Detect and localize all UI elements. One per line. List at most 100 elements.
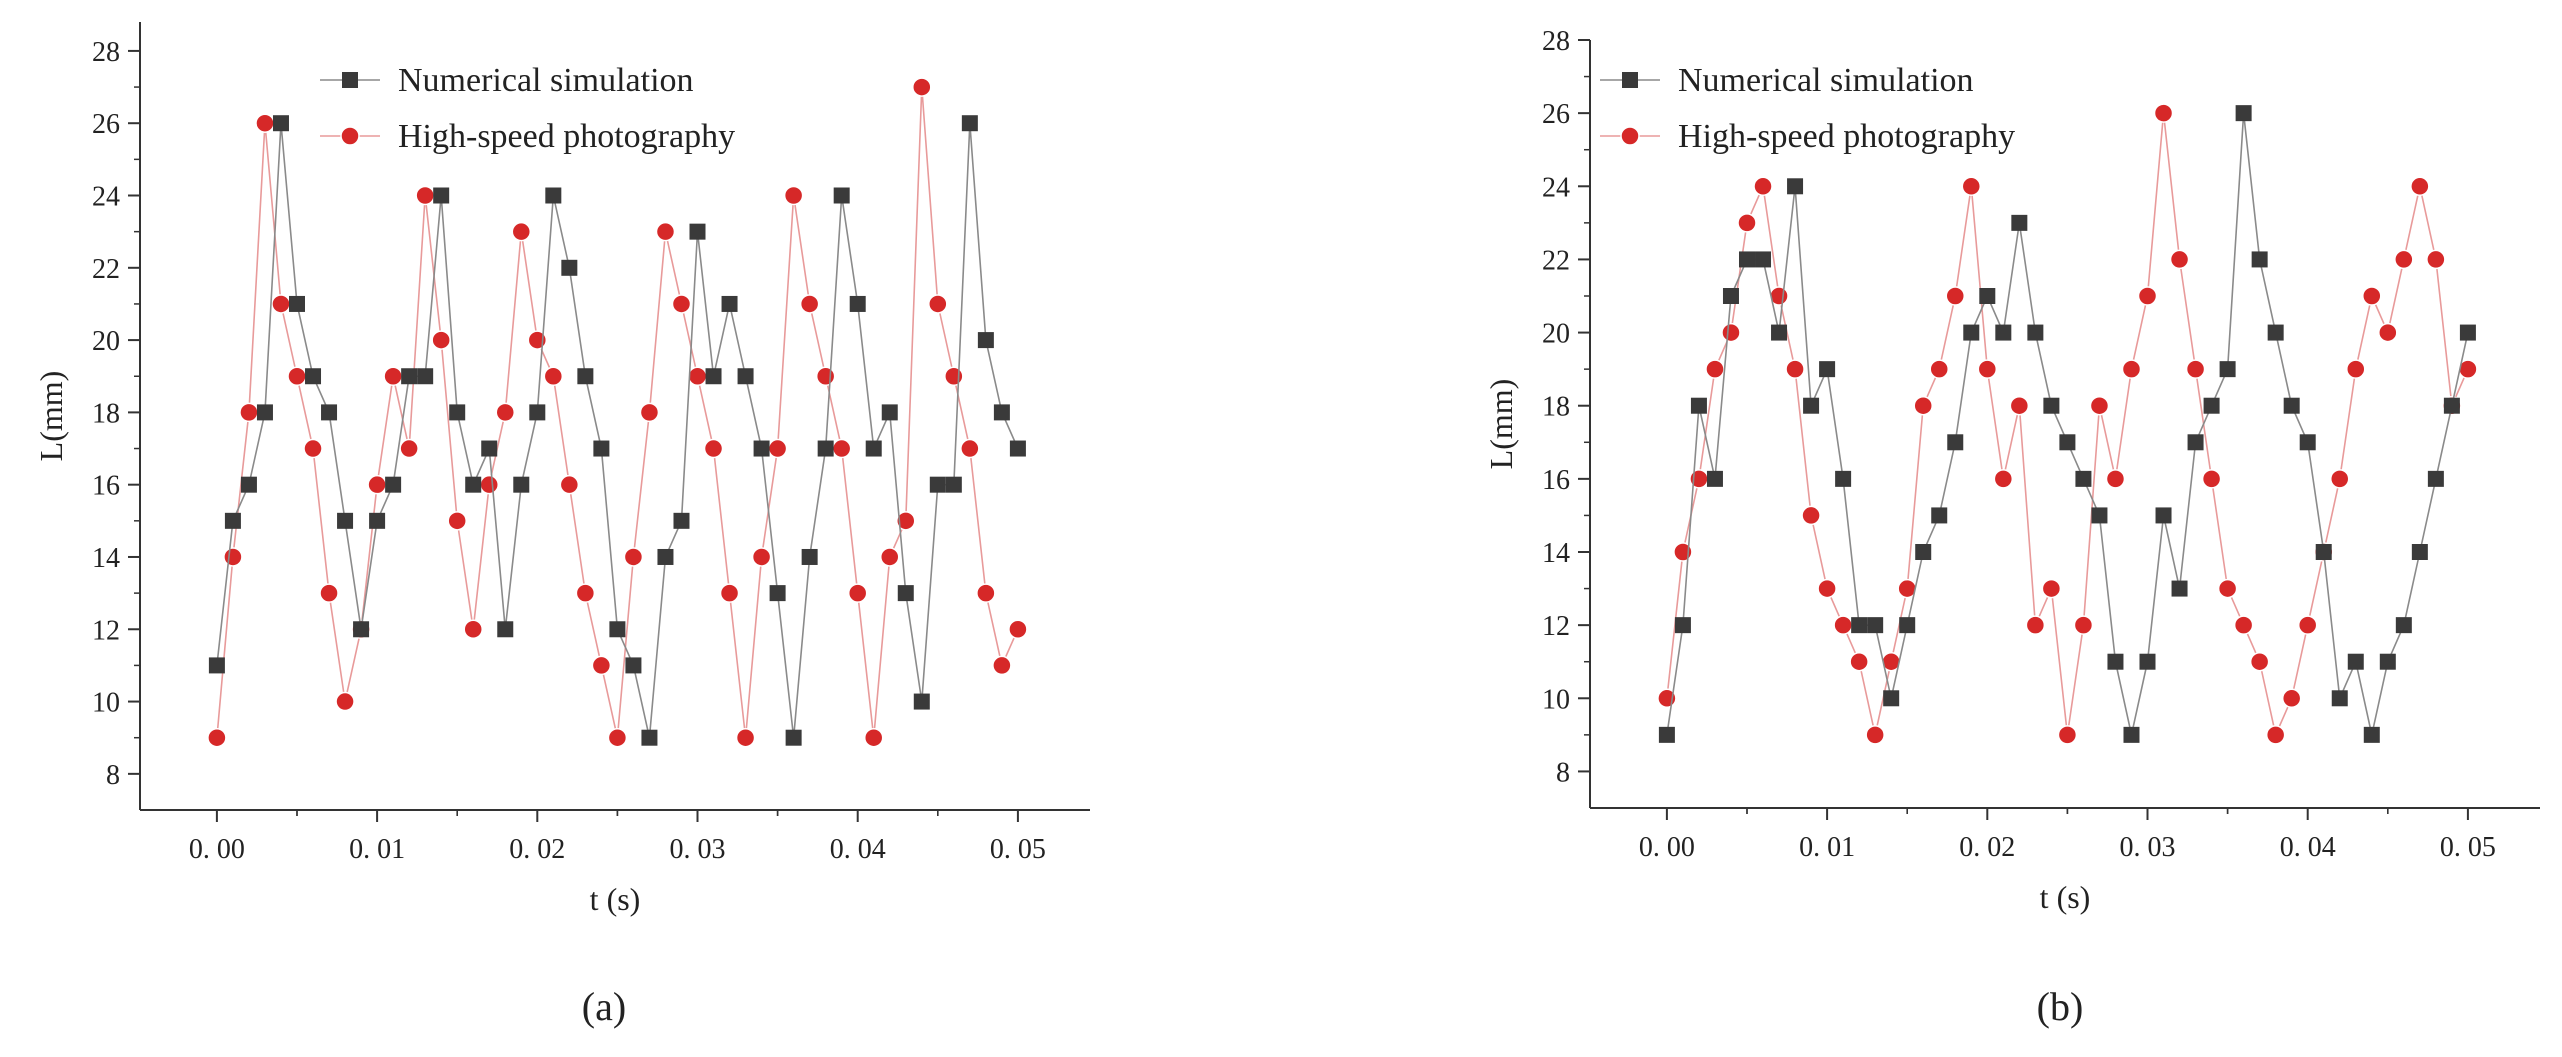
numerical-point [2331, 690, 2348, 707]
x-tick-label: 0. 03 [670, 834, 726, 865]
numerical-point [641, 729, 658, 746]
numerical-point [801, 548, 818, 565]
photography-point [2121, 359, 2142, 379]
numerical-point [2139, 653, 2156, 670]
numerical-point [1931, 507, 1948, 524]
x-tick-label: 0. 02 [1959, 832, 2015, 863]
numerical-point [897, 585, 914, 602]
photography-point [799, 294, 820, 314]
photography-point [2201, 469, 2222, 489]
photography-point [1785, 359, 1805, 379]
photography-point [207, 727, 227, 748]
numerical-point [561, 259, 578, 276]
photography-point [1817, 578, 1837, 599]
x-tick-label: 0. 02 [509, 834, 565, 865]
numerical-point [465, 476, 482, 493]
photography-point [367, 474, 387, 495]
numerical-point [2427, 470, 2444, 487]
photography-point [335, 691, 355, 712]
numerical-point [1947, 434, 1964, 451]
numerical-point [849, 295, 866, 312]
numerical-point [1835, 470, 1852, 487]
numerical-point [1658, 726, 1675, 743]
y-tick-label: 22 [92, 254, 120, 285]
numerical-point [2219, 361, 2236, 378]
legend-square-marker [1622, 72, 1638, 88]
numerical-point [2267, 324, 2284, 341]
x-tick-label: 0. 00 [189, 834, 245, 865]
photography-point [928, 294, 948, 314]
photography-point [287, 366, 307, 386]
numerical-point [1995, 324, 2012, 341]
legend-label: High-speed photography [398, 118, 735, 155]
x-axis-label: t (s) [590, 881, 641, 917]
y-tick-label: 28 [92, 37, 120, 68]
numerical-point [2315, 544, 2332, 560]
legend: Numerical simulation High-speed photograp… [320, 62, 735, 155]
numerical-point [2299, 434, 2316, 451]
photography-point [831, 438, 852, 459]
photography-point [1721, 322, 1741, 343]
photography-point [671, 294, 692, 314]
photography-point [2378, 322, 2398, 343]
photography-point [575, 583, 596, 603]
numerical-point [2443, 397, 2460, 414]
numerical-point [1915, 544, 1932, 560]
photography-point [944, 366, 964, 386]
photography-point [495, 402, 516, 423]
numerical-point [577, 368, 594, 385]
photography-point [1961, 176, 1982, 197]
numerical-point [737, 368, 754, 385]
photography-point [303, 438, 323, 459]
numerical-point [833, 187, 850, 204]
x-tick-label: 0. 05 [990, 834, 1046, 865]
y-tick-label: 24 [1542, 172, 1570, 203]
photography-point [447, 511, 467, 531]
numerical-point [2459, 324, 2476, 341]
numerical-point [929, 476, 946, 493]
series-line-photography [1666, 113, 2469, 738]
y-tick-label: 10 [1542, 684, 1570, 715]
numerical-point [433, 187, 450, 204]
photography-point [1705, 359, 1725, 379]
photography-point [2137, 286, 2158, 306]
photography-point [2362, 286, 2382, 306]
photography-point [607, 727, 628, 748]
legend: Numerical simulation High-speed photograp… [1600, 62, 2015, 155]
numerical-point [609, 621, 626, 638]
numerical-point [1755, 251, 1772, 268]
numerical-point [2203, 397, 2220, 414]
photography-point [1897, 578, 1917, 599]
numerical-point [2075, 470, 2092, 487]
numerical-point [1009, 440, 1026, 457]
numerical-point [513, 476, 530, 493]
numerical-point [1963, 324, 1980, 341]
y-tick-label: 20 [92, 326, 120, 357]
y-tick-label: 20 [1542, 319, 1570, 350]
numerical-point [529, 404, 546, 421]
photography-point [415, 185, 435, 206]
numerical-point [657, 548, 674, 565]
photography-point [463, 619, 483, 640]
photography-point [1008, 619, 1028, 640]
numerical-point [1851, 617, 1868, 634]
y-tick-label: 8 [1556, 757, 1570, 788]
numerical-point [1867, 617, 1884, 634]
chart-panel-a: 8 10 12 14 16 18 20 22 24 26 28 0. 00 0. 01 0. 02 0. 0… [33, 22, 1090, 1029]
numerical-point [913, 693, 930, 710]
numerical-point [817, 440, 834, 457]
x-tick-label: 0. 01 [349, 834, 405, 865]
photography-point [2410, 176, 2430, 197]
photography-point [2297, 615, 2318, 635]
numerical-point [993, 404, 1010, 421]
photography-point [655, 221, 676, 242]
numerical-point [497, 621, 514, 638]
y-tick-label: 16 [1542, 465, 1570, 496]
x-axis-label: t (s) [2040, 879, 2091, 915]
numerical-point [1899, 617, 1916, 634]
photography-point [2265, 725, 2286, 745]
photography-point [319, 583, 339, 603]
numerical-point [977, 332, 994, 349]
y-tick-label: 10 [92, 688, 120, 719]
